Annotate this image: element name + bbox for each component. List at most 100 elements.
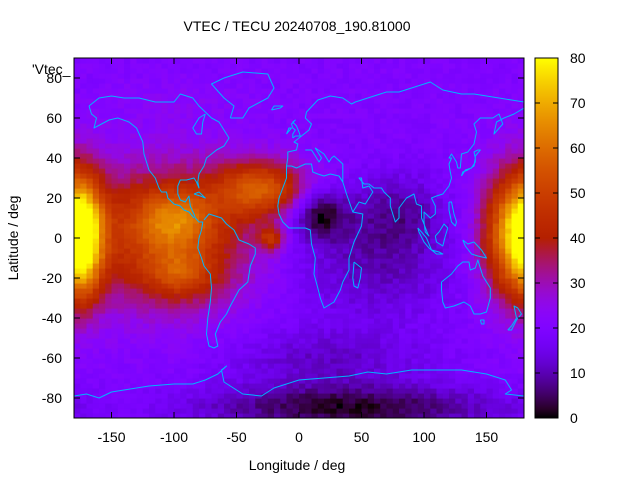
heatmap-cell	[186, 128, 194, 134]
heatmap-cell	[430, 403, 438, 409]
heatmap-cell	[224, 128, 231, 134]
heatmap-cell	[342, 258, 350, 264]
heatmap-cell	[499, 133, 506, 139]
heatmap-cell	[286, 223, 294, 229]
heatmap-cell	[430, 173, 438, 179]
heatmap-cell	[342, 213, 350, 219]
heatmap-cell	[386, 223, 394, 229]
heatmap-cell	[199, 348, 206, 354]
heatmap-cell	[374, 103, 381, 109]
heatmap-cell	[124, 58, 131, 64]
heatmap-cell	[111, 208, 119, 214]
heatmap-cell	[449, 403, 456, 409]
heatmap-cell	[86, 398, 94, 404]
heatmap-cell	[305, 338, 313, 344]
heatmap-cell	[399, 353, 406, 359]
heatmap-cell	[236, 148, 244, 154]
heatmap-cell	[255, 178, 263, 184]
heatmap-cell	[461, 58, 469, 64]
heatmap-cell	[111, 318, 119, 324]
heatmap-cell	[274, 383, 281, 389]
heatmap-cell	[317, 208, 325, 214]
heatmap-cell	[267, 343, 275, 349]
heatmap-cell	[236, 333, 244, 339]
heatmap-cell	[424, 333, 431, 339]
heatmap-cell	[474, 358, 481, 364]
heatmap-cell	[117, 268, 125, 274]
heatmap-cell	[211, 158, 219, 164]
heatmap-cell	[261, 373, 269, 379]
heatmap-cell	[199, 68, 206, 74]
heatmap-cell	[299, 148, 306, 154]
heatmap-cell	[361, 393, 369, 399]
heatmap-cell	[124, 288, 131, 294]
heatmap-cell	[92, 328, 100, 334]
heatmap-cell	[192, 73, 200, 79]
heatmap-cell	[374, 258, 381, 264]
heatmap-cell	[261, 113, 269, 119]
heatmap-cell	[199, 98, 206, 104]
heatmap-cell	[336, 258, 344, 264]
heatmap-cell	[92, 83, 100, 89]
heatmap-cell	[417, 98, 425, 104]
heatmap-cell	[174, 58, 181, 64]
heatmap-cell	[242, 268, 250, 274]
heatmap-cell	[149, 73, 156, 79]
heatmap-cell	[430, 238, 438, 244]
heatmap-cell	[217, 373, 225, 379]
heatmap-cell	[380, 333, 388, 339]
heatmap-cell	[130, 183, 138, 189]
heatmap-cell	[474, 203, 481, 209]
heatmap-cell	[461, 408, 469, 414]
heatmap-cell	[361, 343, 369, 349]
heatmap-cell	[261, 228, 269, 234]
heatmap-cell	[336, 168, 344, 174]
heatmap-cell	[286, 158, 294, 164]
heatmap-cell	[380, 168, 388, 174]
heatmap-cell	[255, 258, 263, 264]
heatmap-cell	[299, 168, 306, 174]
heatmap-cell	[274, 378, 281, 384]
heatmap-cell	[317, 238, 325, 244]
heatmap-cell	[292, 348, 300, 354]
heatmap-cell	[317, 388, 325, 394]
heatmap-cell	[505, 293, 513, 299]
heatmap-cell	[492, 408, 500, 414]
heatmap-cell	[161, 318, 169, 324]
heatmap-cell	[467, 123, 475, 129]
heatmap-cell	[86, 268, 94, 274]
heatmap-cell	[386, 303, 394, 309]
heatmap-cell	[411, 398, 419, 404]
heatmap-cell	[86, 353, 94, 359]
heatmap-cell	[336, 273, 344, 279]
heatmap-cell	[255, 273, 263, 279]
heatmap-cell	[386, 128, 394, 134]
heatmap-cell	[317, 333, 325, 339]
heatmap-cell	[486, 98, 494, 104]
heatmap-cell	[142, 383, 150, 389]
heatmap-cell	[499, 268, 506, 274]
heatmap-cell	[292, 283, 300, 289]
heatmap-cell	[330, 148, 338, 154]
heatmap-cell	[330, 348, 338, 354]
heatmap-cell	[211, 323, 219, 329]
heatmap-cell	[124, 233, 131, 239]
heatmap-cell	[180, 168, 188, 174]
heatmap-cell	[149, 363, 156, 369]
heatmap-cell	[305, 78, 313, 84]
heatmap-cell	[255, 333, 263, 339]
heatmap-cell	[492, 218, 500, 224]
heatmap-cell	[436, 388, 444, 394]
heatmap-cell	[492, 163, 500, 169]
heatmap-cell	[249, 78, 256, 84]
heatmap-cell	[349, 58, 356, 64]
heatmap-cell	[430, 253, 438, 259]
heatmap-cell	[355, 368, 363, 374]
heatmap-cell	[367, 83, 375, 89]
heatmap-cell	[224, 338, 231, 344]
heatmap-cell	[236, 308, 244, 314]
heatmap-cell	[230, 288, 238, 294]
heatmap-cell	[261, 358, 269, 364]
heatmap-cell	[274, 393, 281, 399]
heatmap-cell	[305, 58, 313, 64]
